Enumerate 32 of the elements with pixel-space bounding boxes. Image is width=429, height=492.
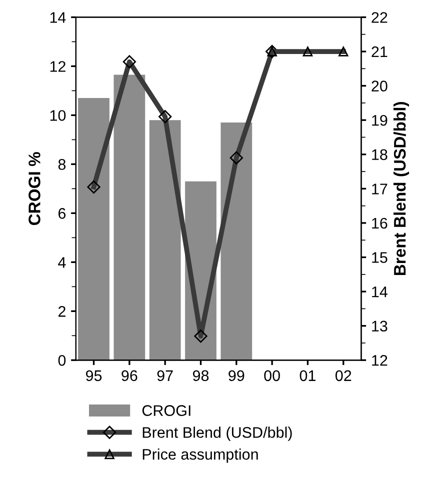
x-tick-label: 98 xyxy=(192,370,209,382)
y2-tick-label: 13 xyxy=(372,320,388,332)
y2-tick-label: 21 xyxy=(372,46,388,58)
legend-label: CROGI xyxy=(142,405,190,416)
y-tick-label: 12 xyxy=(50,61,66,72)
x-tick-label: 96 xyxy=(122,370,138,382)
y-tick-label: 14 xyxy=(50,12,66,23)
y2-axis-title: Brent Blend (USD/bbl) xyxy=(393,102,410,276)
y-tick-label: 4 xyxy=(58,257,66,268)
y-tick-label: 2 xyxy=(58,306,66,317)
y2-tick-label: 22 xyxy=(372,12,388,23)
y2-tick-label: 14 xyxy=(372,286,388,298)
y-tick-label: 10 xyxy=(50,110,66,121)
y2-tick-label: 12 xyxy=(372,355,388,366)
y2-tick-label: 15 xyxy=(372,252,388,263)
legend-label: Brent Blend (USD/bbl) xyxy=(142,426,292,441)
legend-label: Price assumption xyxy=(142,448,258,463)
x-tick-label: 95 xyxy=(86,370,102,382)
x-tick-label: 97 xyxy=(157,370,173,382)
x-tick-label: 02 xyxy=(335,370,352,382)
y2-tick-label: 20 xyxy=(372,80,388,92)
y2-tick-label: 18 xyxy=(372,149,388,160)
y-tick-label: 0 xyxy=(58,355,66,366)
y2-tick-label: 17 xyxy=(372,184,388,194)
x-tick-label: 01 xyxy=(300,370,316,382)
y-tick-label: 8 xyxy=(58,159,66,170)
y-axis-title: CROGI % xyxy=(28,152,40,226)
y2-tick-label: 16 xyxy=(372,218,388,229)
x-tick-label: 00 xyxy=(264,370,280,382)
y-tick-label: 6 xyxy=(58,208,66,219)
y2-tick-label: 19 xyxy=(372,114,388,126)
x-tick-label: 99 xyxy=(228,370,244,382)
